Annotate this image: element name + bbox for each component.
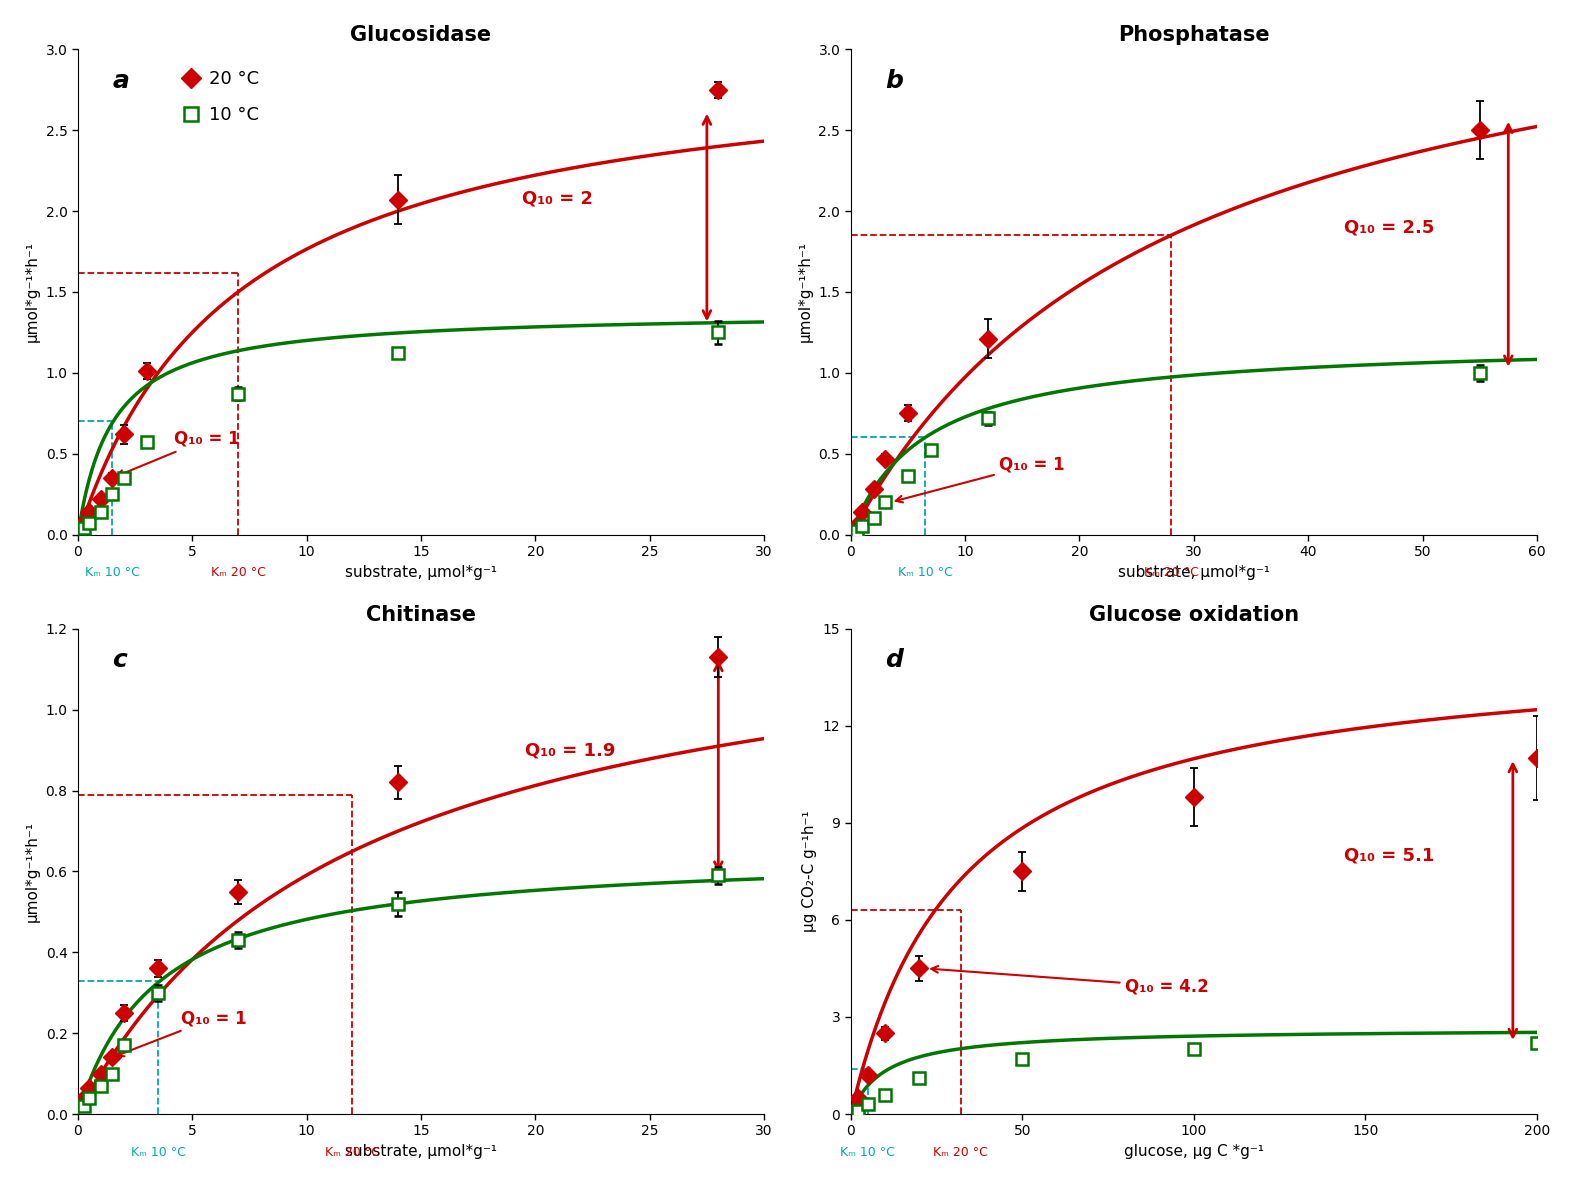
Title: Glucosidase: Glucosidase bbox=[351, 25, 491, 45]
Text: Q₁₀ = 5.1: Q₁₀ = 5.1 bbox=[1343, 847, 1433, 864]
Text: Kₘ 20 °C: Kₘ 20 °C bbox=[1143, 566, 1199, 579]
X-axis label: substrate, μmol*g⁻¹: substrate, μmol*g⁻¹ bbox=[1118, 565, 1269, 579]
Title: Chitinase: Chitinase bbox=[365, 605, 476, 624]
Text: Kₘ 20 °C: Kₘ 20 °C bbox=[324, 1146, 380, 1159]
Y-axis label: μmol*g⁻¹*h⁻¹: μmol*g⁻¹*h⁻¹ bbox=[799, 242, 813, 342]
Text: Kₘ 20 °C: Kₘ 20 °C bbox=[932, 1146, 988, 1159]
Y-axis label: μmol*g⁻¹*h⁻¹: μmol*g⁻¹*h⁻¹ bbox=[25, 242, 39, 342]
Text: Q₁₀ = 1.9: Q₁₀ = 1.9 bbox=[524, 741, 616, 759]
X-axis label: substrate, μmol*g⁻¹: substrate, μmol*g⁻¹ bbox=[345, 1144, 498, 1159]
Text: Kₘ 10 °C: Kₘ 10 °C bbox=[85, 566, 140, 579]
Text: Q₁₀ = 2.5: Q₁₀ = 2.5 bbox=[1343, 218, 1433, 237]
X-axis label: substrate, μmol*g⁻¹: substrate, μmol*g⁻¹ bbox=[345, 565, 498, 579]
Text: Kₘ 20 °C: Kₘ 20 °C bbox=[211, 566, 266, 579]
Text: a: a bbox=[112, 69, 129, 92]
Text: Kₘ 10 °C: Kₘ 10 °C bbox=[841, 1146, 895, 1159]
Y-axis label: μg CO₂-C g⁻¹h⁻¹: μg CO₂-C g⁻¹h⁻¹ bbox=[802, 811, 817, 932]
Text: d: d bbox=[885, 649, 902, 673]
Text: Kₘ 10 °C: Kₘ 10 °C bbox=[898, 566, 953, 579]
Y-axis label: μmol*g⁻¹*h⁻¹: μmol*g⁻¹*h⁻¹ bbox=[25, 821, 39, 922]
Text: Kₘ 10 °C: Kₘ 10 °C bbox=[131, 1146, 186, 1159]
Text: Q₁₀ = 4.2: Q₁₀ = 4.2 bbox=[931, 966, 1210, 995]
Title: Phosphatase: Phosphatase bbox=[1118, 25, 1269, 45]
Text: c: c bbox=[112, 649, 128, 673]
Text: b: b bbox=[885, 69, 902, 92]
Text: Q₁₀ = 1: Q₁₀ = 1 bbox=[117, 1009, 247, 1056]
Title: Glucose oxidation: Glucose oxidation bbox=[1088, 605, 1299, 624]
Text: Q₁₀ = 1: Q₁₀ = 1 bbox=[117, 430, 239, 476]
X-axis label: glucose, μg C *g⁻¹: glucose, μg C *g⁻¹ bbox=[1125, 1144, 1263, 1159]
Legend: 20 °C, 10 °C: 20 °C, 10 °C bbox=[176, 63, 266, 131]
Text: Q₁₀ = 1: Q₁₀ = 1 bbox=[896, 456, 1065, 502]
Text: Q₁₀ = 2: Q₁₀ = 2 bbox=[521, 189, 592, 207]
